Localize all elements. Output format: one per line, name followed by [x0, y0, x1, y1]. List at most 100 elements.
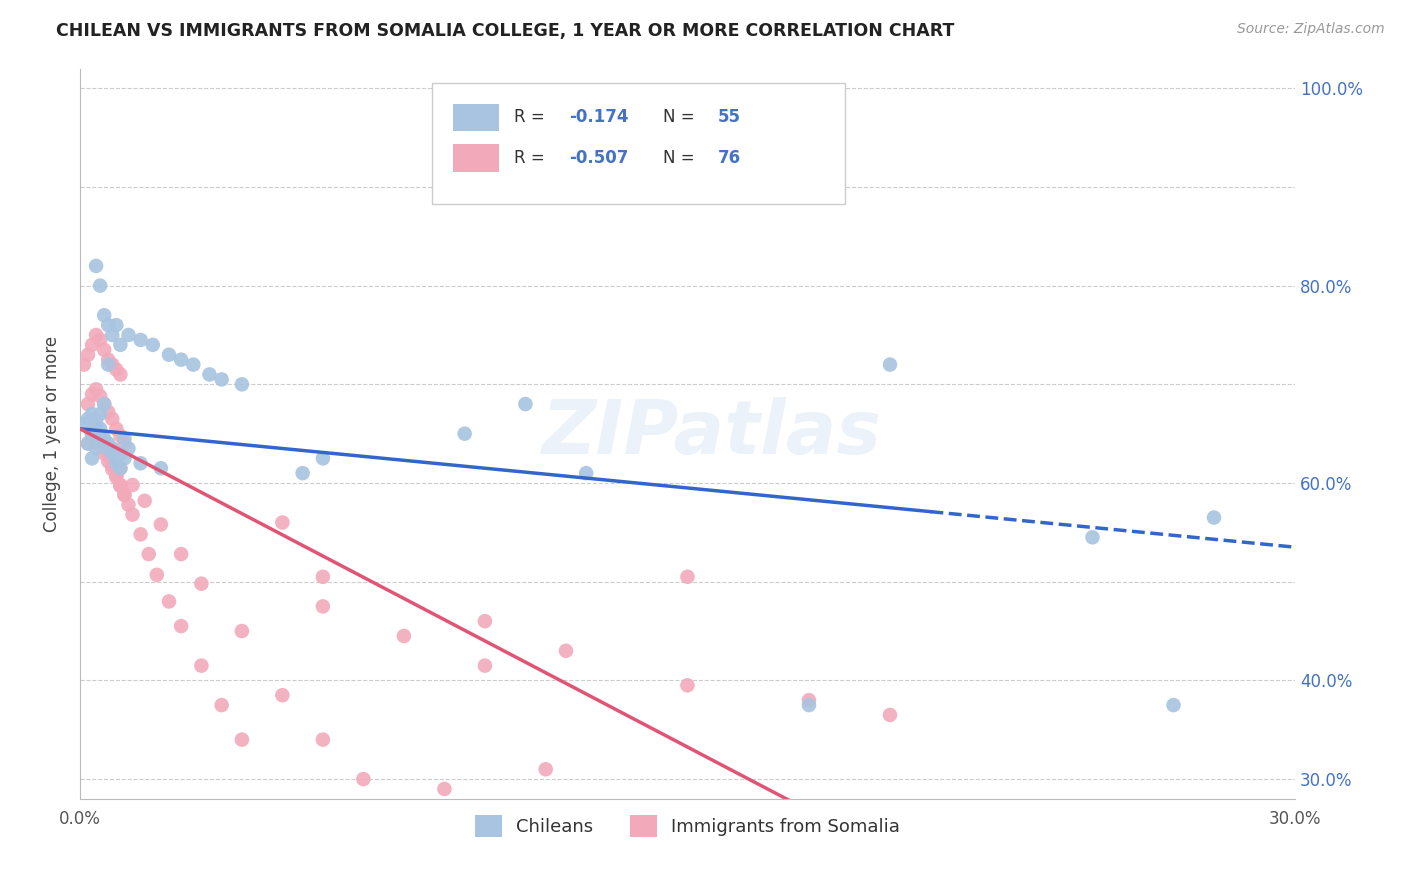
- Point: [93, 446, 115, 460]
- Point: [879, 708, 901, 723]
- Point: [110, 479, 132, 493]
- Point: [101, 412, 124, 426]
- Point: [89, 428, 111, 442]
- Point: [879, 358, 901, 372]
- Point: [121, 508, 143, 522]
- Point: [112, 436, 135, 450]
- Point: [93, 438, 115, 452]
- Point: [97, 442, 120, 456]
- Text: ZIPatlas: ZIPatlas: [541, 397, 882, 470]
- Point: [105, 456, 128, 470]
- Point: [84, 328, 107, 343]
- Point: [89, 422, 111, 436]
- Point: [93, 397, 115, 411]
- Point: [89, 438, 111, 452]
- Point: [84, 417, 107, 431]
- Point: [190, 576, 212, 591]
- Point: [575, 466, 598, 480]
- Point: [129, 527, 152, 541]
- Point: [105, 451, 128, 466]
- Point: [97, 446, 120, 460]
- Point: [84, 382, 107, 396]
- Point: [97, 436, 120, 450]
- Point: [89, 389, 111, 403]
- Point: [149, 517, 172, 532]
- Point: [534, 762, 557, 776]
- Point: [211, 698, 233, 712]
- Point: [73, 417, 96, 431]
- Point: [474, 614, 496, 628]
- Point: [93, 397, 115, 411]
- Point: [515, 397, 537, 411]
- Point: [312, 451, 335, 466]
- Text: -0.507: -0.507: [569, 149, 628, 168]
- Point: [1081, 530, 1104, 544]
- FancyBboxPatch shape: [453, 103, 499, 131]
- Text: N =: N =: [664, 149, 700, 168]
- Point: [138, 547, 160, 561]
- Point: [271, 688, 294, 702]
- Point: [101, 462, 124, 476]
- Point: [89, 333, 111, 347]
- Point: [352, 772, 374, 786]
- Point: [231, 732, 253, 747]
- Point: [97, 352, 120, 367]
- Text: R =: R =: [513, 109, 555, 127]
- Point: [149, 461, 172, 475]
- Point: [80, 428, 103, 442]
- Point: [515, 802, 537, 816]
- Point: [110, 446, 132, 460]
- Point: [101, 328, 124, 343]
- Point: [93, 432, 115, 446]
- Point: [105, 362, 128, 376]
- Point: [181, 358, 204, 372]
- Point: [101, 358, 124, 372]
- Point: [101, 458, 124, 473]
- Text: R =: R =: [513, 149, 555, 168]
- Point: [89, 407, 111, 421]
- Point: [97, 358, 120, 372]
- Point: [1202, 510, 1225, 524]
- Text: 55: 55: [718, 109, 741, 127]
- Point: [433, 781, 456, 796]
- Point: [97, 405, 120, 419]
- Point: [110, 461, 132, 475]
- Point: [291, 466, 314, 480]
- Point: [93, 308, 115, 322]
- Point: [121, 478, 143, 492]
- Point: [211, 372, 233, 386]
- Point: [157, 348, 180, 362]
- Text: N =: N =: [664, 109, 700, 127]
- Point: [312, 570, 335, 584]
- Point: [80, 426, 103, 441]
- Point: [474, 658, 496, 673]
- Point: [77, 348, 100, 362]
- Point: [110, 478, 132, 492]
- Point: [110, 461, 132, 475]
- Point: [80, 407, 103, 421]
- Point: [110, 428, 132, 442]
- Point: [73, 358, 96, 372]
- Point: [676, 678, 699, 692]
- Point: [84, 432, 107, 446]
- Point: [101, 446, 124, 460]
- Point: [157, 594, 180, 608]
- Point: [231, 377, 253, 392]
- Point: [105, 318, 128, 332]
- Text: 76: 76: [718, 149, 741, 168]
- Point: [392, 629, 415, 643]
- Point: [271, 516, 294, 530]
- Point: [89, 278, 111, 293]
- Point: [93, 343, 115, 357]
- Point: [77, 436, 100, 450]
- Point: [117, 328, 139, 343]
- Point: [105, 422, 128, 436]
- Point: [97, 318, 120, 332]
- Point: [312, 599, 335, 614]
- Point: [555, 644, 578, 658]
- Point: [80, 338, 103, 352]
- FancyBboxPatch shape: [432, 83, 845, 203]
- Point: [142, 338, 165, 352]
- Point: [134, 493, 156, 508]
- Text: Source: ZipAtlas.com: Source: ZipAtlas.com: [1237, 22, 1385, 37]
